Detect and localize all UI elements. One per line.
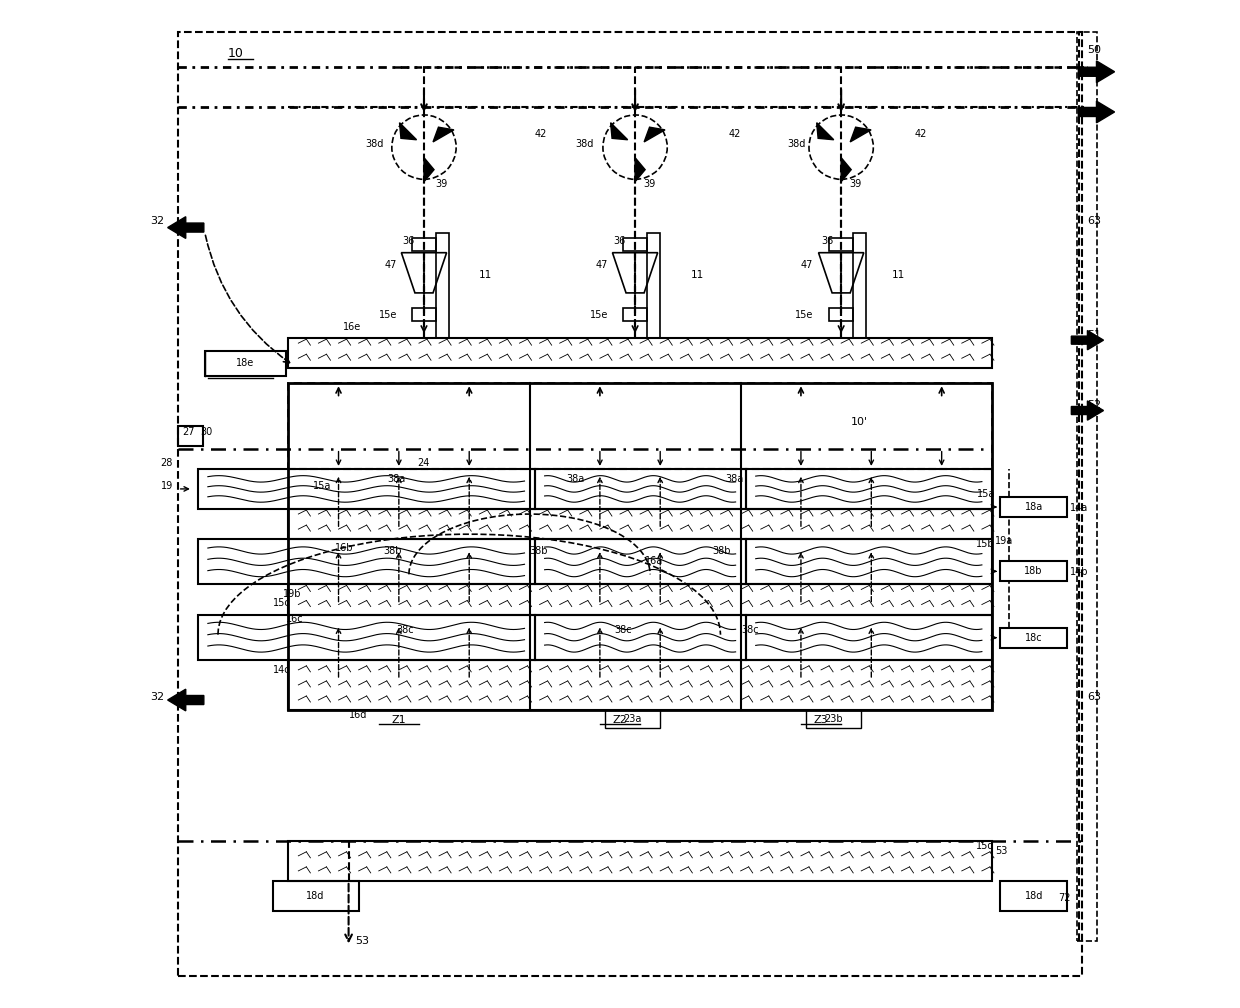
Text: 11: 11 [691, 270, 703, 280]
Text: 16e: 16e [343, 323, 362, 332]
Text: 38b: 38b [383, 546, 402, 556]
Text: 15a: 15a [977, 489, 994, 499]
Text: 18b: 18b [1024, 566, 1043, 577]
Text: 39: 39 [849, 179, 862, 190]
Text: Z1: Z1 [392, 715, 407, 725]
Text: 15a: 15a [314, 481, 332, 491]
Text: 53: 53 [356, 936, 370, 947]
Text: 15e: 15e [795, 310, 813, 320]
Polygon shape [610, 123, 627, 140]
Text: 23b: 23b [825, 714, 843, 724]
Text: 19a: 19a [994, 536, 1013, 546]
Text: 38a: 38a [388, 474, 405, 484]
Text: 16b: 16b [335, 543, 353, 553]
Text: 11: 11 [480, 270, 492, 280]
Text: 32: 32 [150, 692, 165, 702]
Polygon shape [817, 123, 833, 140]
Text: 16d: 16d [348, 710, 367, 720]
Text: 16a: 16a [645, 556, 663, 566]
Text: 38a: 38a [725, 474, 744, 484]
Text: 38d: 38d [575, 139, 594, 149]
Polygon shape [851, 127, 870, 142]
Text: 36: 36 [403, 236, 415, 246]
Polygon shape [424, 157, 434, 181]
Text: 39: 39 [435, 179, 448, 190]
Text: 38c: 38c [397, 625, 414, 635]
Text: 19b: 19b [283, 590, 301, 600]
Text: 51: 51 [1087, 331, 1101, 340]
Text: 50: 50 [1087, 44, 1101, 54]
Text: 47: 47 [384, 260, 397, 270]
Text: 38c: 38c [742, 625, 759, 635]
Text: 42: 42 [534, 129, 547, 139]
Polygon shape [1071, 401, 1104, 420]
Text: 28: 28 [161, 458, 174, 468]
Text: 38d: 38d [366, 139, 383, 149]
Text: 10: 10 [228, 47, 244, 60]
Polygon shape [1079, 60, 1115, 83]
Text: 32: 32 [150, 216, 165, 226]
Text: 18a: 18a [1024, 502, 1043, 512]
Polygon shape [167, 689, 203, 711]
Text: 72: 72 [1058, 893, 1071, 903]
Text: 38b: 38b [529, 546, 548, 556]
Text: 63: 63 [1087, 216, 1101, 226]
Text: 42: 42 [915, 129, 928, 139]
Text: 11: 11 [892, 270, 905, 280]
Polygon shape [635, 157, 645, 181]
Text: 15e: 15e [589, 310, 608, 320]
Text: 15e: 15e [378, 310, 397, 320]
Text: 27: 27 [182, 426, 195, 436]
Text: 24: 24 [417, 458, 429, 468]
Text: 30: 30 [200, 426, 212, 436]
Text: 53: 53 [994, 846, 1007, 856]
Text: 38d: 38d [787, 139, 806, 149]
Text: 10': 10' [851, 416, 868, 426]
Text: Z3: Z3 [813, 715, 828, 725]
Text: 63: 63 [1087, 692, 1101, 702]
Text: 15b: 15b [976, 539, 994, 549]
Text: 18d: 18d [1024, 891, 1043, 901]
Text: 14a: 14a [1070, 503, 1089, 513]
Text: 52: 52 [1087, 400, 1101, 410]
Text: Z2: Z2 [613, 715, 627, 725]
Text: 36: 36 [614, 236, 626, 246]
Text: 18e: 18e [236, 358, 254, 368]
Polygon shape [841, 157, 851, 181]
Polygon shape [1079, 101, 1115, 123]
Text: 38a: 38a [567, 474, 585, 484]
Text: 47: 47 [595, 260, 608, 270]
Text: 23a: 23a [624, 714, 642, 724]
Text: 38c: 38c [615, 625, 632, 635]
Text: 18d: 18d [306, 891, 325, 901]
Text: 38b: 38b [712, 546, 730, 556]
Polygon shape [1071, 331, 1104, 350]
Text: 18c: 18c [1024, 633, 1043, 643]
Text: 14c: 14c [273, 665, 291, 675]
Text: 39: 39 [644, 179, 656, 190]
Polygon shape [167, 217, 203, 239]
Text: 16c: 16c [285, 614, 304, 624]
Text: 36: 36 [821, 236, 833, 246]
Text: 15c: 15c [273, 598, 291, 608]
Polygon shape [644, 127, 665, 142]
Text: 14b: 14b [1070, 568, 1089, 578]
Text: 42: 42 [729, 129, 742, 139]
Polygon shape [399, 123, 417, 140]
Text: 19: 19 [161, 481, 172, 491]
Polygon shape [433, 127, 454, 142]
Text: 15d: 15d [976, 841, 994, 851]
Text: 47: 47 [801, 260, 813, 270]
